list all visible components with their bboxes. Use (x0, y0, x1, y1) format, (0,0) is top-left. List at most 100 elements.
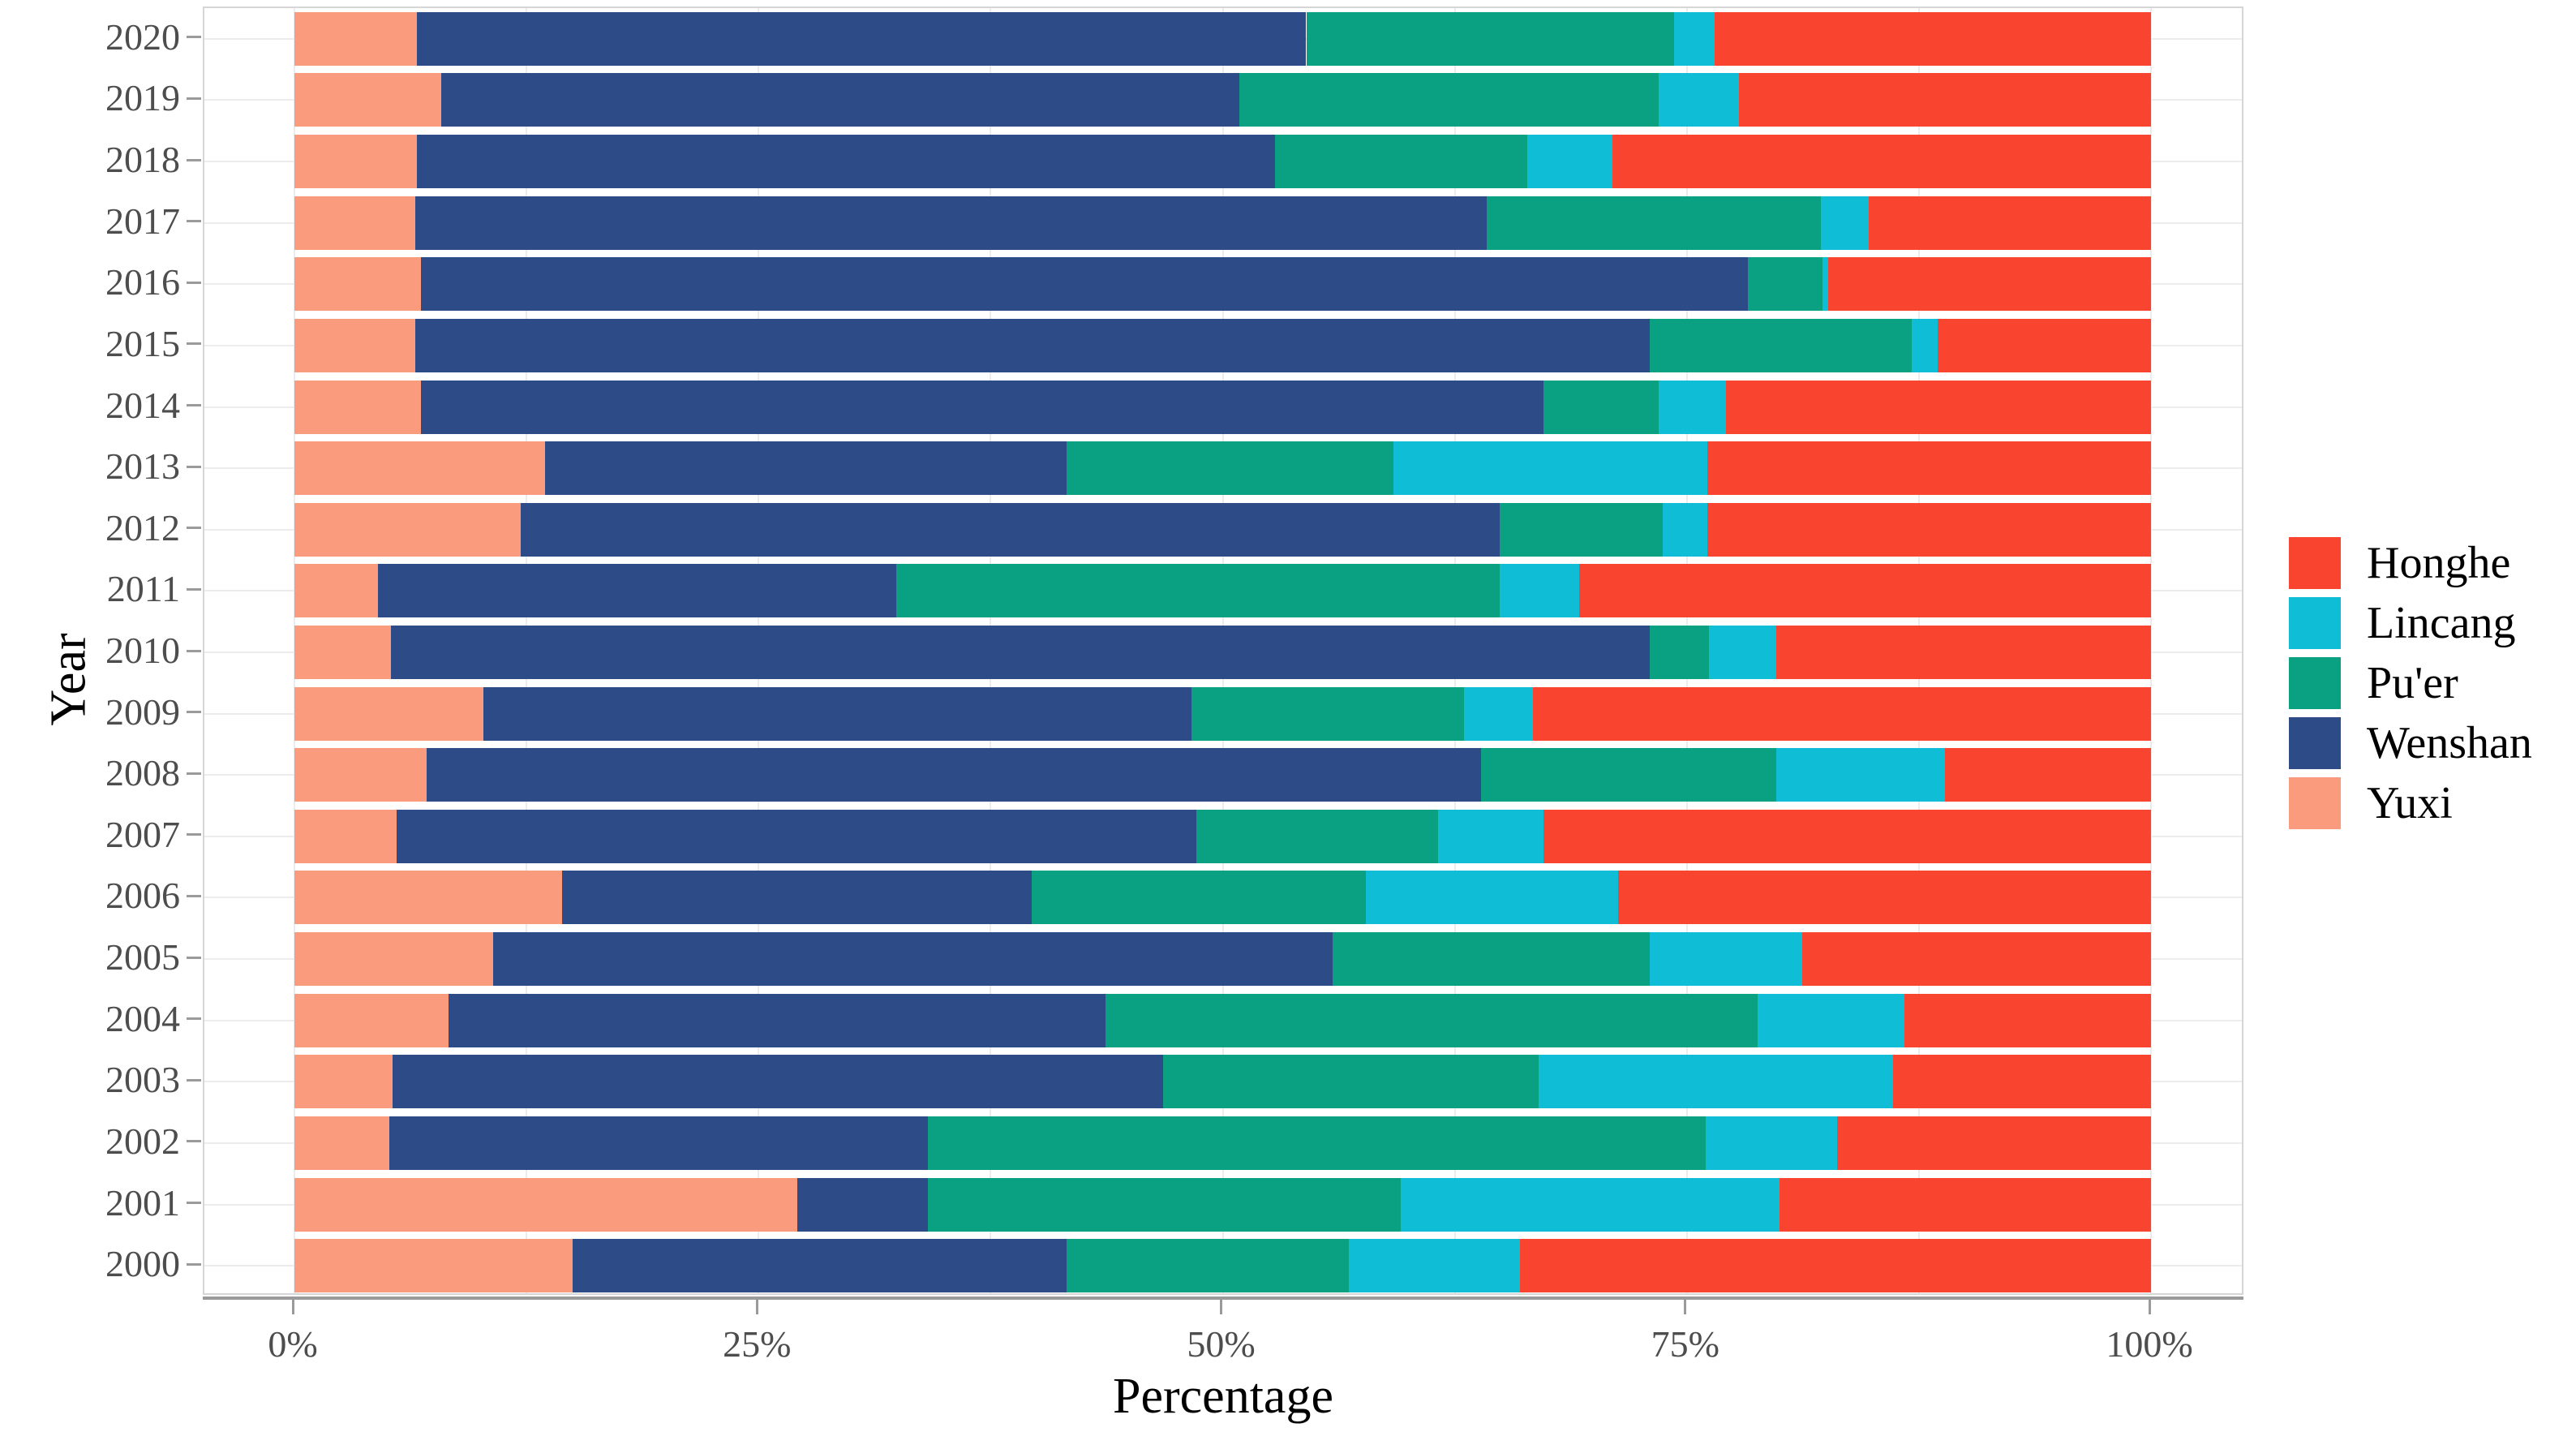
y-tick-mark-2007 (187, 833, 201, 836)
legend-swatch-Wenshan (2289, 717, 2341, 769)
bar-segment-Wenshan-2007 (396, 809, 1197, 863)
bar-segment-Lincang-2016 (1822, 257, 1828, 312)
bar-segment-Lincang-2014 (1659, 380, 1726, 434)
bar-segment-Pu'er-2011 (895, 564, 1500, 618)
bar-segment-Lincang-2020 (1673, 11, 1715, 66)
y-tick-label-2019: 2019 (105, 77, 180, 119)
bar-row-2005 (204, 932, 2242, 987)
legend-swatch-Honghe (2289, 537, 2341, 589)
bar-segment-Honghe-2015 (1937, 318, 2151, 372)
bar-row-2014 (204, 380, 2242, 434)
bar-segment-Pu'er-2001 (927, 1177, 1402, 1232)
bar-segment-Lincang-2015 (1911, 318, 1938, 372)
bar-row-2003 (204, 1055, 2242, 1109)
bar-segment-Lincang-2005 (1649, 932, 1802, 987)
bar-segment-Wenshan-2008 (426, 748, 1481, 802)
bar-segment-Lincang-2004 (1757, 993, 1904, 1047)
bar-row-2019 (204, 73, 2242, 127)
bar-segment-Yuxi-2020 (294, 11, 418, 66)
bar-segment-Yuxi-2012 (294, 502, 522, 557)
legend-swatch-Pu'er (2289, 657, 2341, 709)
bar-segment-Yuxi-2019 (294, 73, 441, 127)
legend-label-Lincang: Lincang (2367, 598, 2516, 648)
bar-segment-Honghe-2016 (1827, 257, 2151, 312)
y-tick-mark-2016 (187, 281, 201, 284)
y-tick-label-2002: 2002 (105, 1120, 180, 1162)
x-tick-mark-25% (755, 1300, 758, 1314)
bar-segment-Yuxi-2002 (294, 1116, 389, 1170)
legend: Honghe Lincang Pu'er Wenshan Yuxi (2289, 537, 2532, 837)
bar-segment-Wenshan-2012 (521, 502, 1500, 557)
bar-segment-Lincang-2010 (1709, 626, 1776, 679)
y-tick-mark-2020 (187, 36, 201, 39)
bar-segment-Yuxi-2016 (294, 257, 421, 312)
y-tick-mark-2001 (187, 1202, 201, 1205)
bar-segment-Honghe-2014 (1725, 380, 2151, 434)
bar-segment-Wenshan-2010 (391, 626, 1650, 679)
y-tick-mark-2011 (187, 587, 201, 591)
legend-item-Honghe: Honghe (2289, 537, 2532, 589)
bar-segment-Pu'er-2020 (1306, 11, 1674, 66)
bar-segment-Pu'er-2004 (1106, 993, 1758, 1047)
plot-panel (203, 6, 2243, 1295)
bar-segment-Honghe-2010 (1775, 626, 2151, 679)
bar-segment-Wenshan-2005 (492, 932, 1333, 987)
bar-segment-Wenshan-2003 (393, 1055, 1164, 1109)
bar-segment-Wenshan-2002 (389, 1116, 928, 1170)
bar-segment-Wenshan-2011 (378, 564, 896, 618)
bar-row-2018 (204, 135, 2242, 189)
bar-row-2016 (204, 257, 2242, 312)
bar-segment-Lincang-2013 (1393, 441, 1707, 496)
bar-segment-Wenshan-2018 (417, 135, 1275, 189)
bar-segment-Wenshan-2001 (797, 1177, 928, 1232)
y-tick-label-2003: 2003 (105, 1059, 180, 1101)
bar-segment-Lincang-2006 (1365, 871, 1619, 925)
bar-segment-Pu'er-2016 (1748, 257, 1823, 312)
bar-row-2006 (204, 871, 2242, 925)
bar-row-2015 (204, 318, 2242, 372)
y-tick-mark-2010 (187, 649, 201, 652)
y-tick-label-2017: 2017 (105, 200, 180, 242)
bar-row-2017 (204, 196, 2242, 250)
bar-segment-Yuxi-2009 (294, 686, 484, 741)
bar-segment-Wenshan-2020 (417, 11, 1307, 66)
bar-segment-Honghe-2000 (1519, 1239, 2151, 1293)
bar-segment-Honghe-2003 (1892, 1055, 2151, 1109)
bar-segment-Pu'er-2014 (1543, 380, 1659, 434)
legend-label-Wenshan: Wenshan (2367, 718, 2532, 768)
bar-segment-Pu'er-2012 (1499, 502, 1663, 557)
bar-segment-Wenshan-2015 (414, 318, 1650, 372)
bar-segment-Lincang-2007 (1438, 809, 1544, 863)
y-tick-label-2001: 2001 (105, 1181, 180, 1223)
bar-segment-Yuxi-2018 (294, 135, 418, 189)
y-tick-label-2016: 2016 (105, 261, 180, 303)
bar-segment-Wenshan-2017 (414, 196, 1487, 250)
legend-item-Wenshan: Wenshan (2289, 717, 2532, 769)
bar-row-2013 (204, 441, 2242, 496)
bar-segment-Pu'er-2019 (1239, 73, 1659, 127)
bar-segment-Yuxi-2013 (294, 441, 545, 496)
bar-segment-Yuxi-2003 (294, 1055, 393, 1109)
bar-segment-Honghe-2020 (1715, 11, 2151, 66)
legend-item-Pu'er: Pu'er (2289, 657, 2532, 709)
bar-segment-Wenshan-2009 (483, 686, 1191, 741)
bar-segment-Wenshan-2000 (573, 1239, 1067, 1293)
bar-row-2001 (204, 1177, 2242, 1232)
x-tick-mark-75% (1684, 1300, 1687, 1314)
bar-segment-Pu'er-2002 (927, 1116, 1706, 1170)
bar-row-2000 (204, 1239, 2242, 1293)
x-tick-mark-100% (2148, 1300, 2151, 1314)
y-tick-mark-2002 (187, 1140, 201, 1143)
y-tick-label-2007: 2007 (105, 813, 180, 855)
legend-label-Pu'er: Pu'er (2367, 658, 2458, 708)
y-tick-label-2013: 2013 (105, 445, 180, 488)
bar-segment-Yuxi-2000 (294, 1239, 573, 1293)
y-tick-mark-2017 (187, 220, 201, 223)
y-tick-label-2010: 2010 (105, 630, 180, 671)
bar-segment-Yuxi-2005 (294, 932, 493, 987)
bar-segment-Yuxi-2008 (294, 748, 427, 802)
bar-segment-Wenshan-2019 (440, 73, 1240, 127)
legend-swatch-Lincang (2289, 597, 2341, 649)
bar-segment-Wenshan-2016 (420, 257, 1749, 312)
bar-segment-Honghe-2006 (1618, 871, 2151, 925)
